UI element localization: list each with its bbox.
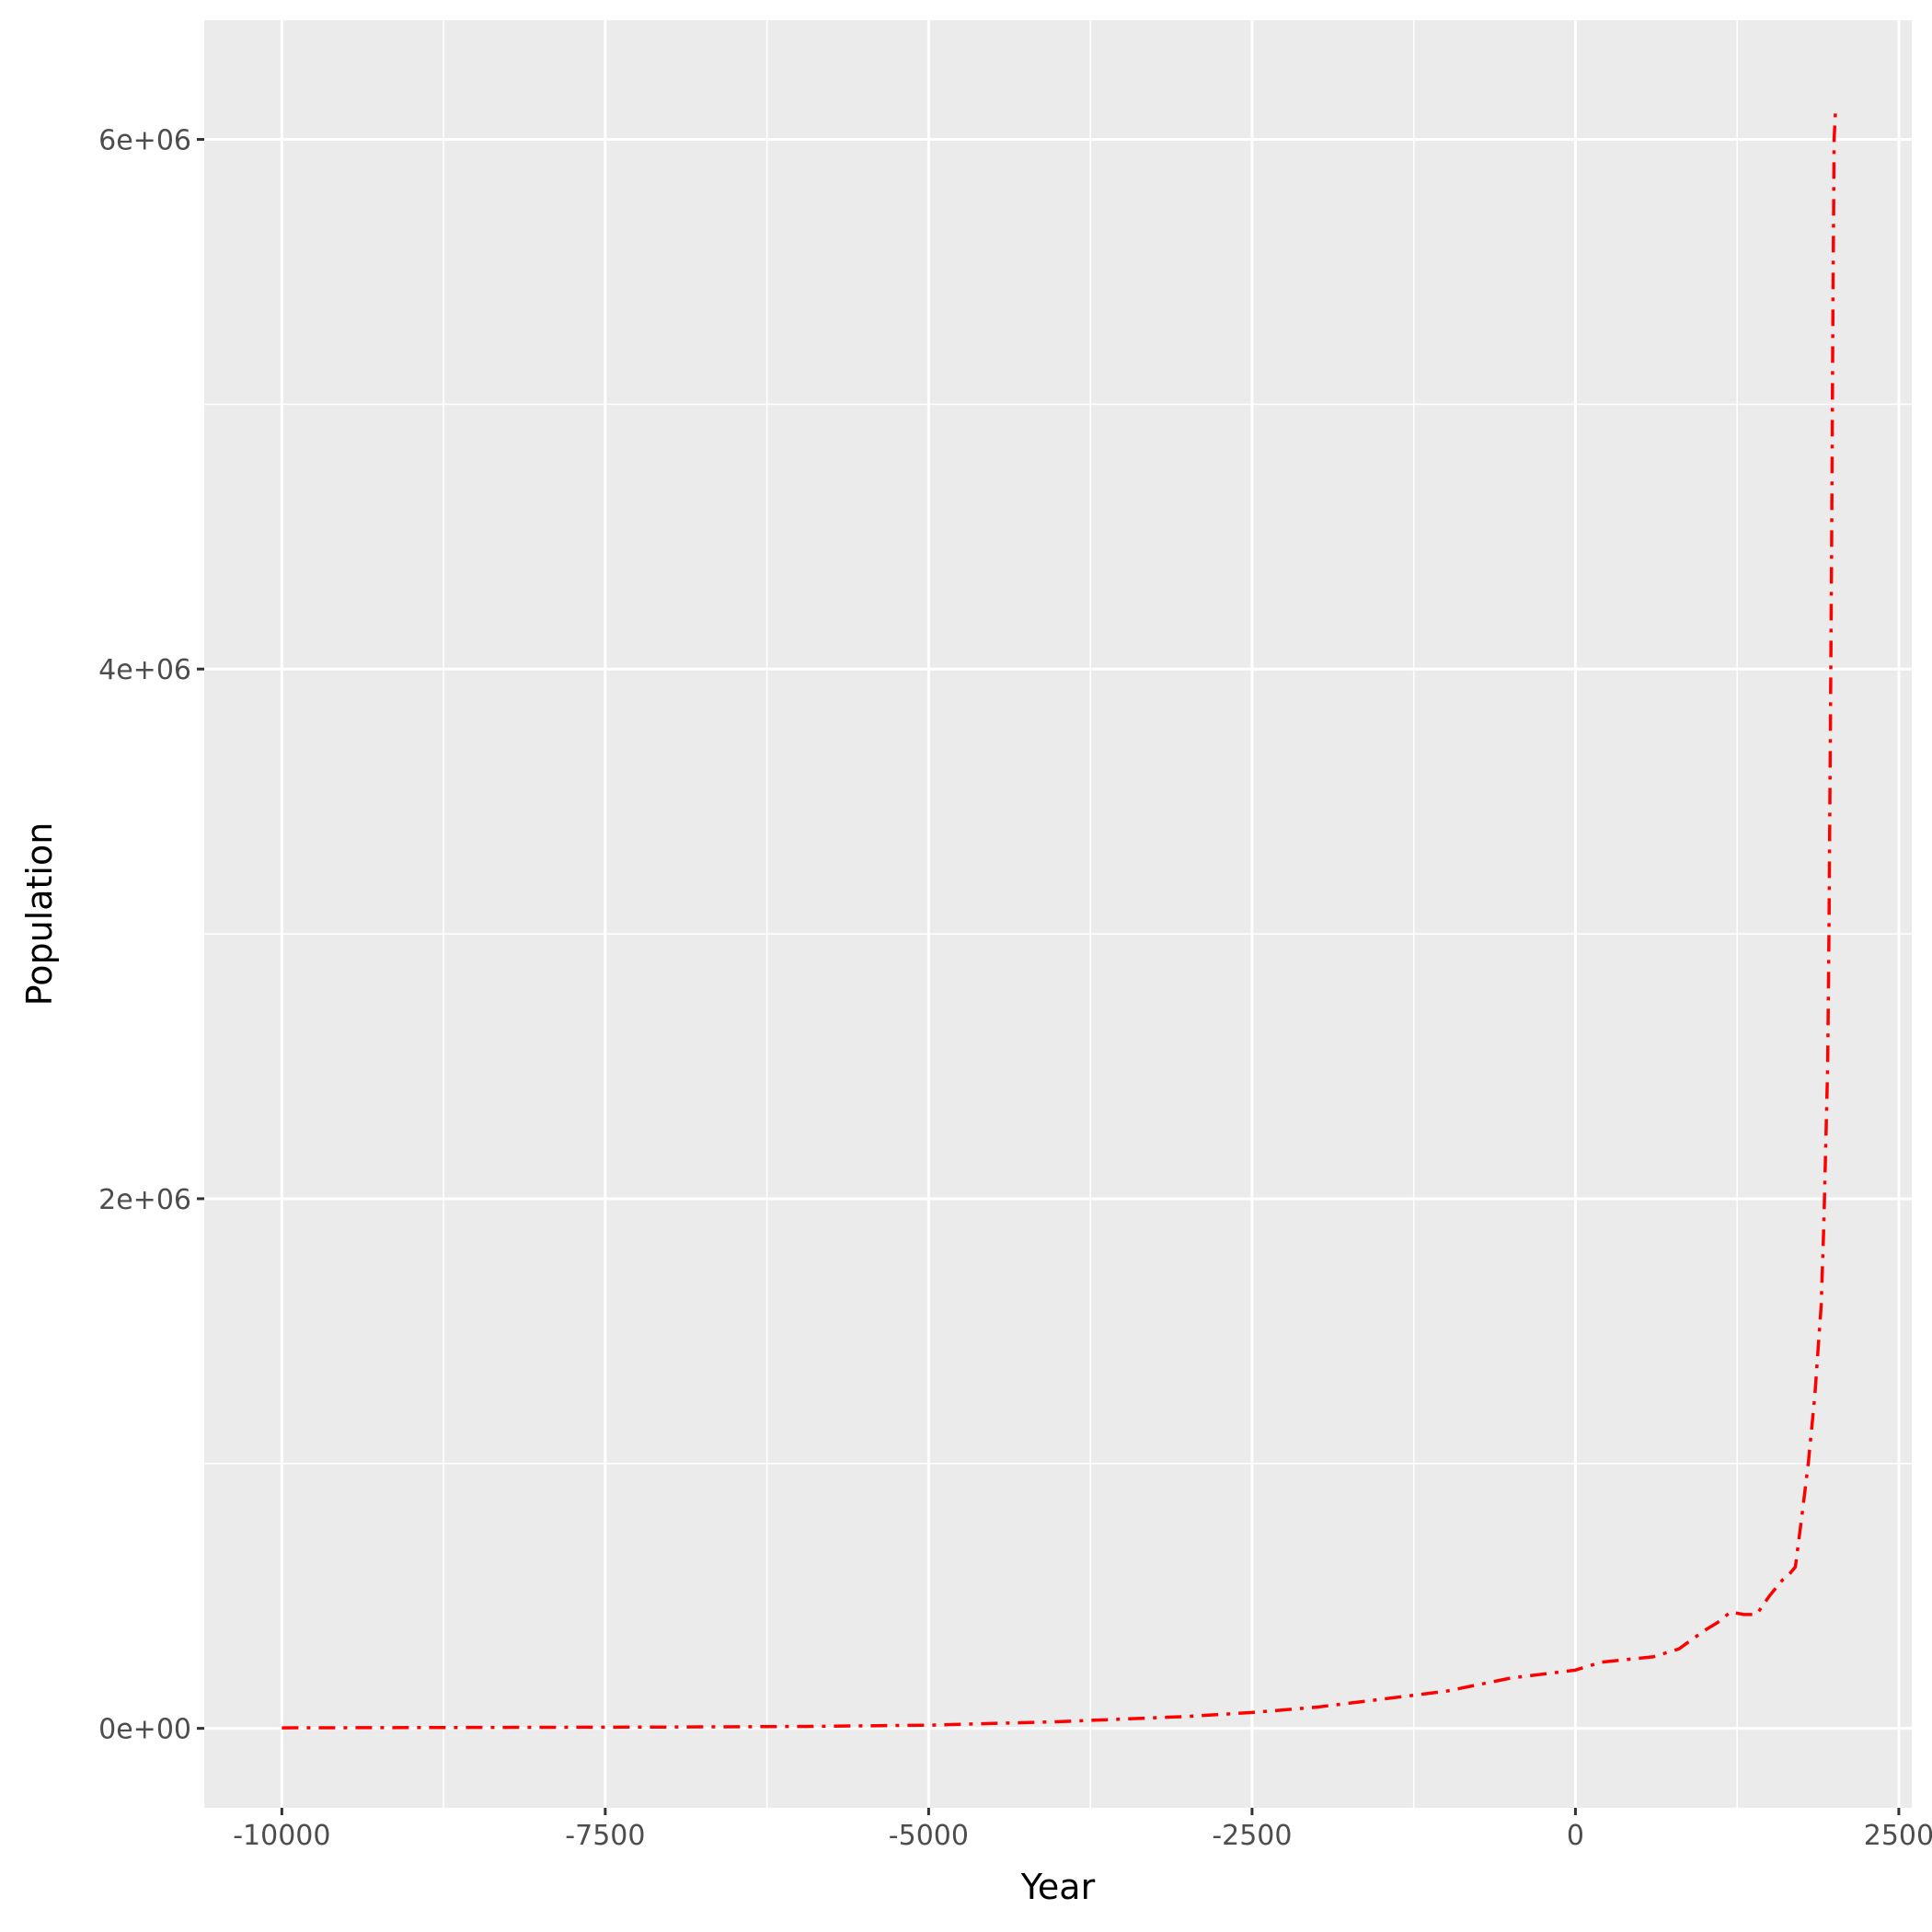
x-axis-title: Year — [1020, 1867, 1096, 1907]
x-tick-label: -10000 — [233, 1820, 330, 1852]
y-tick-label: 2e+06 — [98, 1184, 191, 1216]
x-axis: -10000 -7500 -5000 -2500 0 2500 — [233, 1808, 1932, 1852]
x-tick-label: -2500 — [1212, 1820, 1292, 1852]
x-tick-label: -5000 — [889, 1820, 969, 1852]
y-axis-title: Population — [19, 822, 60, 1006]
y-tick-label: 4e+06 — [98, 654, 191, 686]
x-tick-label: 0 — [1567, 1820, 1584, 1852]
y-tick-label: 0e+00 — [98, 1714, 191, 1746]
major-gridlines — [204, 20, 1912, 1808]
x-tick-label: -7500 — [565, 1820, 645, 1852]
series-line — [282, 112, 1837, 1730]
series-layer — [282, 112, 1837, 1730]
y-tick-label: 6e+06 — [98, 125, 191, 157]
plot-panel — [204, 20, 1912, 1808]
x-tick-label: 2500 — [1864, 1820, 1932, 1852]
y-axis: 0e+00 2e+06 4e+06 6e+06 — [98, 125, 204, 1746]
minor-gridlines — [204, 20, 1912, 1808]
